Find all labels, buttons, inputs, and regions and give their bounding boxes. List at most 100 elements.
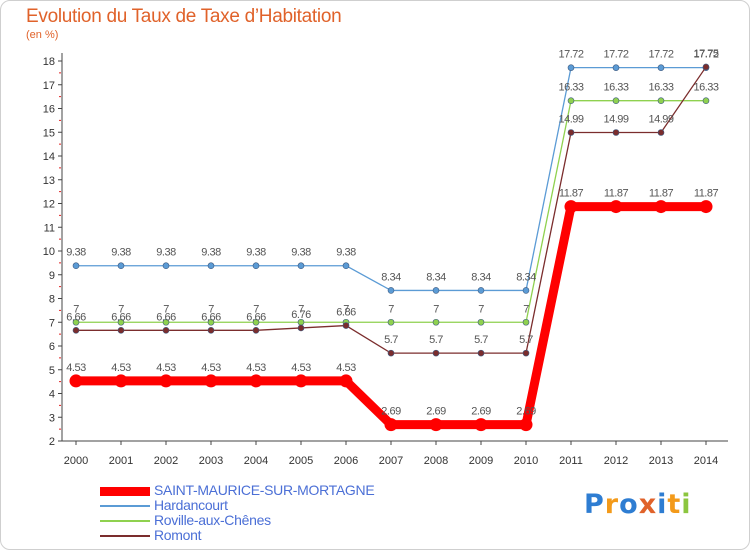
data-point-3 <box>297 324 305 332</box>
data-label-2: 7 <box>73 303 79 315</box>
data-point-0 <box>249 374 263 388</box>
data-point-1 <box>567 64 575 71</box>
y-tick-label: 7 <box>49 317 55 329</box>
data-label-2: 7 <box>388 303 394 315</box>
x-tick-label: 2004 <box>244 455 268 467</box>
x-tick-label: 2010 <box>514 455 538 467</box>
x-tick-label: 2005 <box>289 455 313 467</box>
x-tick-label: 2014 <box>694 455 718 467</box>
data-label-0: 4.53 <box>156 362 176 374</box>
y-tick-label: 11 <box>44 222 55 234</box>
data-label-3: 14.99 <box>648 113 673 125</box>
x-tick-label: 2003 <box>199 455 223 467</box>
data-label-0: 2.69 <box>516 406 536 418</box>
data-label-2: 16.33 <box>648 82 673 94</box>
y-tick-label: 12 <box>43 199 55 211</box>
y-tick-label: 4 <box>49 389 55 401</box>
y-tick-label: 2 <box>49 436 55 448</box>
data-point-2 <box>207 318 215 326</box>
data-point-3 <box>432 349 440 357</box>
data-point-3 <box>72 327 80 334</box>
data-point-2 <box>72 318 80 326</box>
data-point-0 <box>654 200 668 214</box>
x-tick-label: 2009 <box>469 455 493 467</box>
data-label-0: 11.87 <box>604 188 629 200</box>
data-label-1: 9.38 <box>111 247 131 259</box>
data-label-0: 2.69 <box>426 406 446 418</box>
y-tick-label: 18 <box>43 56 55 68</box>
data-point-3 <box>567 129 575 136</box>
logo-letter: o <box>619 489 639 520</box>
data-point-3 <box>657 129 665 136</box>
data-point-0 <box>609 200 623 214</box>
data-point-0 <box>159 374 173 388</box>
data-point-2 <box>657 97 665 104</box>
x-tick-label: 2000 <box>64 455 88 467</box>
data-point-0 <box>564 200 578 214</box>
y-tick-label: 10 <box>43 246 55 258</box>
data-label-0: 4.53 <box>291 362 311 374</box>
data-point-3 <box>252 327 260 334</box>
proxiti-logo[interactable]: Proxiti <box>584 489 692 520</box>
data-point-3 <box>387 349 395 357</box>
data-label-3: 6.66 <box>246 311 266 323</box>
data-label-1: 9.38 <box>66 247 86 259</box>
y-tick-label: 3 <box>49 412 55 424</box>
logo-letter: P <box>584 489 605 520</box>
data-label-0: 2.69 <box>471 406 491 418</box>
data-point-2 <box>432 318 440 326</box>
data-label-2: 7 <box>343 303 349 315</box>
data-label-3: 6.66 <box>111 311 131 323</box>
data-label-1: 8.34 <box>471 271 491 283</box>
data-label-2: 7 <box>433 303 439 315</box>
data-point-2 <box>252 318 260 326</box>
x-tick-label: 2006 <box>334 455 358 467</box>
data-label-1: 9.38 <box>246 247 266 259</box>
data-label-3: 5.7 <box>384 334 398 346</box>
data-point-0 <box>114 374 128 388</box>
data-label-3: 6.66 <box>66 311 86 323</box>
data-point-3 <box>162 327 170 334</box>
data-point-1 <box>342 262 350 270</box>
data-point-2 <box>702 97 710 104</box>
data-label-3: 5.7 <box>429 334 443 346</box>
data-label-1: 17.72 <box>558 49 583 61</box>
data-label-3: 17.75 <box>693 48 718 60</box>
data-label-2: 7 <box>163 303 169 315</box>
data-label-2: 7 <box>253 303 259 315</box>
data-label-0: 11.87 <box>559 188 584 200</box>
x-tick-label: 2001 <box>109 455 133 467</box>
data-point-2 <box>522 318 530 326</box>
data-label-3: 6.86 <box>336 307 356 319</box>
data-label-0: 11.87 <box>649 188 674 200</box>
data-label-1: 9.38 <box>291 247 311 259</box>
data-label-0: 11.87 <box>694 188 719 200</box>
data-point-2 <box>477 318 485 326</box>
y-tick-label: 5 <box>49 365 55 377</box>
data-label-1: 9.38 <box>156 247 176 259</box>
data-label-2: 7 <box>298 303 304 315</box>
data-point-1 <box>207 262 215 270</box>
data-label-1: 17.72 <box>648 49 673 61</box>
legend-label-saint-maurice: SAINT-MAURICE-SUR-MORTAGNE <box>154 482 375 498</box>
data-point-3 <box>612 129 620 136</box>
data-label-1: 8.34 <box>426 271 446 283</box>
data-point-0 <box>519 418 533 432</box>
data-point-1 <box>387 287 395 294</box>
data-point-1 <box>432 287 440 294</box>
logo-letter: i <box>681 489 692 520</box>
y-tick-label: 14 <box>43 151 55 163</box>
data-point-0 <box>339 374 353 388</box>
x-tick-label: 2011 <box>559 455 583 467</box>
data-point-1 <box>252 262 260 270</box>
data-point-0 <box>699 200 713 214</box>
logo-letter: x <box>638 489 658 520</box>
data-point-3 <box>117 327 125 334</box>
y-tick-label: 6 <box>49 341 55 353</box>
x-tick-label: 2007 <box>379 455 403 467</box>
x-tick-label: 2002 <box>154 455 178 467</box>
y-tick-label: 16 <box>43 104 55 116</box>
data-label-3: 6.66 <box>156 311 176 323</box>
